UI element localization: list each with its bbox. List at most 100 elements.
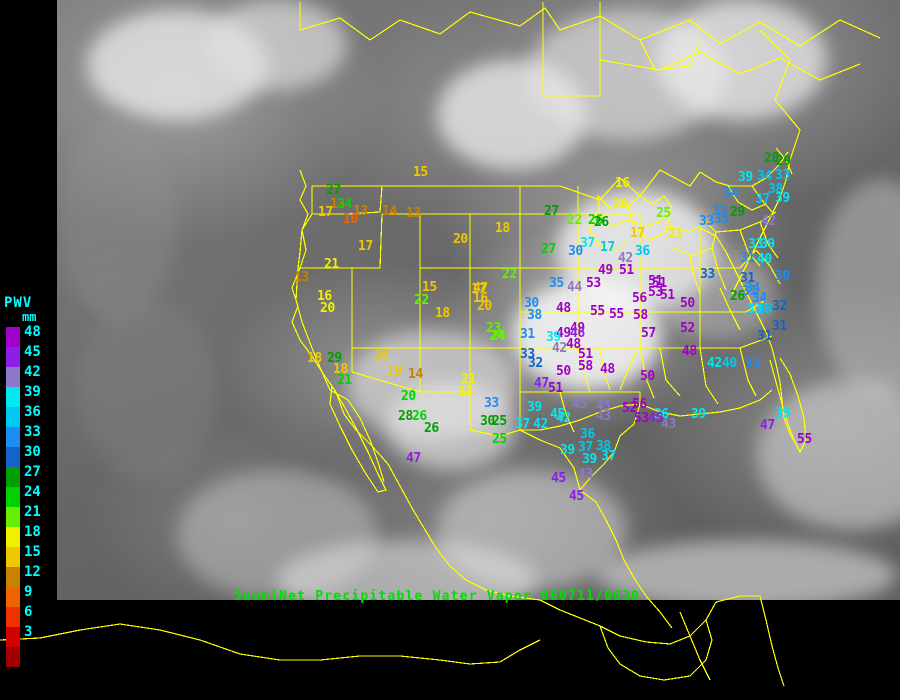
pwv-station-value: 30 <box>568 244 583 259</box>
pwv-station-value: 24 <box>489 329 504 344</box>
pwv-station-value: 52 <box>680 321 695 336</box>
pwv-station-value: 28 <box>764 151 779 166</box>
pwv-station-value: 27 <box>544 204 559 219</box>
pwv-station-value: 37 <box>755 192 770 207</box>
pwv-station-value: 18 <box>458 384 473 399</box>
pwv-station-value: 39 <box>546 330 561 345</box>
pwv-station-value: 37 <box>578 440 593 455</box>
pwv-station-value: 36 <box>635 244 650 259</box>
colorbar-tick-labels: 48 45 42 39 36 33 30 27 24 21 18 15 12 9 6 3 <box>24 322 41 642</box>
pwv-station-value: 25 <box>492 414 507 429</box>
pwv-station-value: 53 <box>586 276 601 291</box>
pwv-station-value: 51 <box>648 274 663 289</box>
pwv-station-value: 18 <box>333 362 348 377</box>
colorbar-unit: mm <box>22 310 37 324</box>
colorbar-tick-label: 21 <box>24 504 41 520</box>
colorbar-tick-label: 18 <box>24 524 41 540</box>
pwv-station-value: 13 <box>406 206 421 221</box>
pwv-station-value: 39 <box>582 452 597 467</box>
pwv-station-value: 26 <box>594 215 609 230</box>
colorbar-tick-label: 48 <box>24 324 41 340</box>
pwv-station-value: 30 <box>524 296 539 311</box>
colorbar-tick-label: 3 <box>24 624 33 640</box>
pwv-station-value: 37 <box>601 449 616 464</box>
colorbar-swatch <box>6 347 20 367</box>
pwv-station-value: 36 <box>654 407 669 422</box>
pwv-station-value: 33 <box>520 347 535 362</box>
colorbar-swatch <box>6 527 20 547</box>
colorbar-tick-label: 9 <box>24 584 33 600</box>
pwv-station-value: 26 <box>412 409 427 424</box>
colorbar-swatch <box>6 407 20 427</box>
pwv-station-value: 58 <box>578 359 593 374</box>
pwv-station-value: 42 <box>533 417 548 432</box>
pwv-station-value: 30 <box>480 414 495 429</box>
pwv-station-value: 28 <box>398 409 413 424</box>
pwv-station-value: 42 <box>618 251 633 266</box>
pwv-station-value: 45 <box>569 489 584 504</box>
pwv-station-value: 49 <box>570 321 585 336</box>
pwv-station-value: 26 <box>588 213 603 228</box>
colorbar-tick-label: 36 <box>24 404 41 420</box>
pwv-station-value: 39 <box>760 237 775 252</box>
pwv-station-value: 33 <box>712 204 727 219</box>
pwv-station-value: 44 <box>567 280 582 295</box>
colorbar-swatch <box>6 327 20 347</box>
colorbar-swatch <box>6 567 20 587</box>
pwv-station-value: 45 <box>550 407 565 422</box>
pwv-station-value: 27 <box>541 242 556 257</box>
pwv-station-value: 45 <box>572 397 587 412</box>
pwv-station-value: 22 <box>567 213 582 228</box>
colorbar-swatch <box>6 387 20 407</box>
colorbar-tick-label: 39 <box>24 384 41 400</box>
pwv-station-value: 25 <box>492 432 507 447</box>
pwv-station-value: 14 <box>408 367 423 382</box>
pwv-station-value: 48 <box>600 362 615 377</box>
pwv-station-value: 55 <box>590 304 605 319</box>
colorbar-title: PWV <box>4 295 33 311</box>
pwv-station-value: 30 <box>775 269 790 284</box>
pwv-station-value: 33 <box>700 267 715 282</box>
pwv-station-value: 20 <box>477 299 492 314</box>
pwv-station-value: 48 <box>556 301 571 316</box>
pwv-station-value: 18 <box>307 351 322 366</box>
pwv-station-value: 13 <box>353 204 368 219</box>
colorbar-swatch <box>6 627 20 647</box>
colorbar-swatch <box>6 447 20 467</box>
pwv-station-value: 39 <box>527 400 542 415</box>
pwv-station-value: 53 <box>634 411 649 426</box>
pwv-station-value: 38 <box>757 302 772 317</box>
pwv-station-value: 18 <box>435 306 450 321</box>
pwv-station-value: 51 <box>660 288 675 303</box>
pwv-station-value: 42 <box>556 411 571 426</box>
pwv-station-value: 42 <box>552 341 567 356</box>
pwv-station-value: 29 <box>776 154 791 169</box>
colorbar-tick-label: 33 <box>24 424 41 440</box>
pwv-station-value: 35 <box>549 276 564 291</box>
pwv-station-value: 47 <box>406 451 421 466</box>
pwv-station-value: 49 <box>598 263 613 278</box>
pwv-station-value: 45 <box>648 411 663 426</box>
pwv-station-value: 45 <box>596 399 611 414</box>
pwv-station-value: 24 <box>337 197 352 212</box>
pwv-station-value: 47 <box>760 418 775 433</box>
colorbar-swatch <box>6 427 20 447</box>
pwv-station-value: 51 <box>619 263 634 278</box>
colorbar-swatch <box>6 487 20 507</box>
pwv-station-value: 38 <box>768 182 783 197</box>
colorbar-tick-label: 42 <box>24 364 41 380</box>
pwv-station-value: 42 <box>707 356 722 371</box>
pwv-station-value: 33 <box>714 212 729 227</box>
pwv-station-value: 47 <box>473 281 488 296</box>
colorbar-swatch <box>6 647 20 667</box>
pwv-station-value: 15 <box>422 280 437 295</box>
colorbar-tick-label: 12 <box>24 564 41 580</box>
pwv-station-value: 37 <box>580 236 595 251</box>
pwv-station-value: 17 <box>471 282 486 297</box>
pwv-station-value: 43 <box>661 417 676 432</box>
pwv-station-value: 40 <box>722 356 737 371</box>
pwv-station-value: 23 <box>486 321 501 336</box>
colorbar-swatch <box>6 587 20 607</box>
pwv-station-value: 33 <box>748 237 763 252</box>
colorbar-tick-label: 27 <box>24 464 41 480</box>
